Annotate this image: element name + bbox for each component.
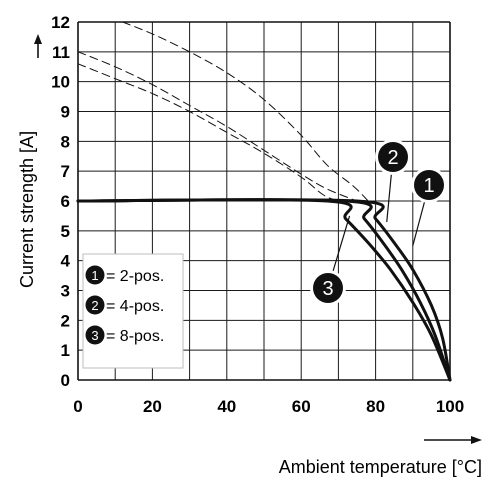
x-tick-label: 40 xyxy=(217,397,236,416)
x-axis-label: Ambient temperature [°C] xyxy=(279,457,482,477)
y-tick-label: 4 xyxy=(61,252,71,271)
series-3-dashed-line xyxy=(77,63,339,202)
y-tick-label: 11 xyxy=(52,43,70,62)
x-tick-label: 100 xyxy=(436,397,464,416)
y-tick-label: 10 xyxy=(51,73,70,92)
legend-marker-number: 3 xyxy=(91,328,98,343)
x-tick-label: 80 xyxy=(366,397,385,416)
callout-number-1: 1 xyxy=(423,175,434,197)
legend-marker-number: 2 xyxy=(91,298,98,313)
y-tick-label: 2 xyxy=(61,311,70,330)
x-tick-label: 0 xyxy=(73,397,82,416)
series-group xyxy=(76,21,452,382)
y-tick-label: 9 xyxy=(61,103,70,122)
legend-marker-1 xyxy=(85,265,105,285)
callout-number-3: 3 xyxy=(322,278,333,300)
series-3-solid-line xyxy=(76,198,452,382)
y-tick-label: 12 xyxy=(51,13,70,32)
callout-badge-2 xyxy=(378,142,408,172)
y-tick-label: 6 xyxy=(61,192,70,211)
legend-marker-number: 1 xyxy=(91,268,98,283)
y-axis-arrowhead xyxy=(34,34,42,44)
legend-label-1: = 2-pos. xyxy=(106,268,164,285)
callout-badge-1 xyxy=(414,170,444,200)
legend: 1 = 2-pos. 2 = 4-pos. 3 = 8-pos. xyxy=(82,253,184,369)
series-1-dashed-line xyxy=(122,21,369,202)
callout-number-2: 2 xyxy=(387,147,398,169)
y-tick-label: 8 xyxy=(61,132,70,151)
x-tick-label: 60 xyxy=(292,397,311,416)
legend-marker-2 xyxy=(85,295,105,315)
y-tick-label: 7 xyxy=(61,162,70,181)
callout-badge-3 xyxy=(313,273,343,303)
y-tick-label: 3 xyxy=(61,282,70,301)
series-2-dashed-line xyxy=(77,51,358,202)
legend-marker-3 xyxy=(85,325,105,345)
x-axis-arrowhead xyxy=(471,436,482,444)
y-tick-label: 0 xyxy=(61,371,70,390)
x-tick-label: 20 xyxy=(143,397,162,416)
legend-label-3: = 8-pos. xyxy=(106,328,164,345)
y-tick-label: 1 xyxy=(61,341,70,360)
y-tick-label: 5 xyxy=(61,222,70,241)
y-axis-label: Current strength [A] xyxy=(17,131,37,288)
callouts: 1 2 3 xyxy=(310,139,447,306)
legend-label-2: = 4-pos. xyxy=(106,298,164,315)
